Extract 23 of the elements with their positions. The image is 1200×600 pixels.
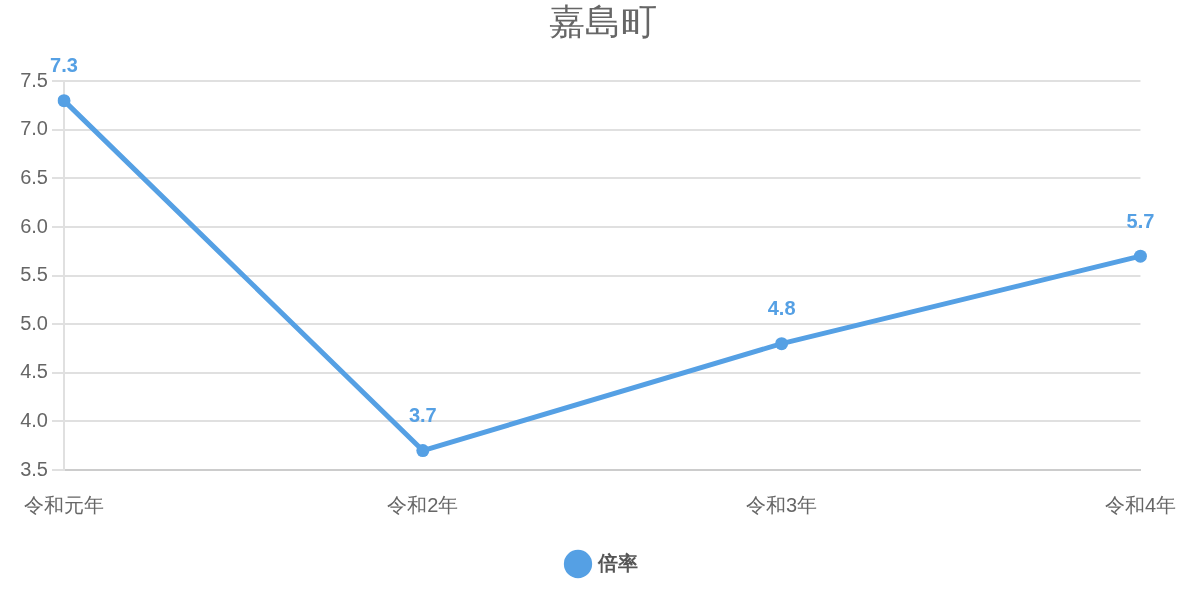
data-label: 3.7 [408, 404, 437, 427]
y-tick-label: 5.0 [20, 311, 48, 334]
y-tick-label: 7.5 [20, 68, 48, 91]
y-tick-label: 3.5 [20, 457, 48, 480]
x-tick-label: 令和元年 [24, 493, 104, 516]
x-tick-label: 令和4年 [1104, 493, 1176, 516]
point [57, 94, 71, 108]
y-tick-label: 7.0 [20, 117, 48, 140]
y-tick-label: 5.5 [20, 263, 48, 286]
point [775, 337, 789, 351]
y-tick-label: 6.0 [20, 214, 48, 237]
chart-title: 嘉島町 [549, 0, 657, 42]
y-tick-label: 4.0 [20, 408, 48, 431]
data-label: 4.8 [767, 297, 796, 320]
x-tick-label: 令和2年 [387, 493, 459, 516]
point [416, 444, 430, 458]
y-tick-label: 6.5 [20, 165, 48, 188]
data-label: 5.7 [1126, 209, 1155, 232]
data-label: 7.3 [50, 54, 78, 77]
y-tick-label: 4.5 [20, 360, 48, 383]
point [1133, 249, 1147, 263]
legend-label: 倍率 [597, 551, 638, 574]
x-tick-label: 令和3年 [746, 493, 818, 516]
